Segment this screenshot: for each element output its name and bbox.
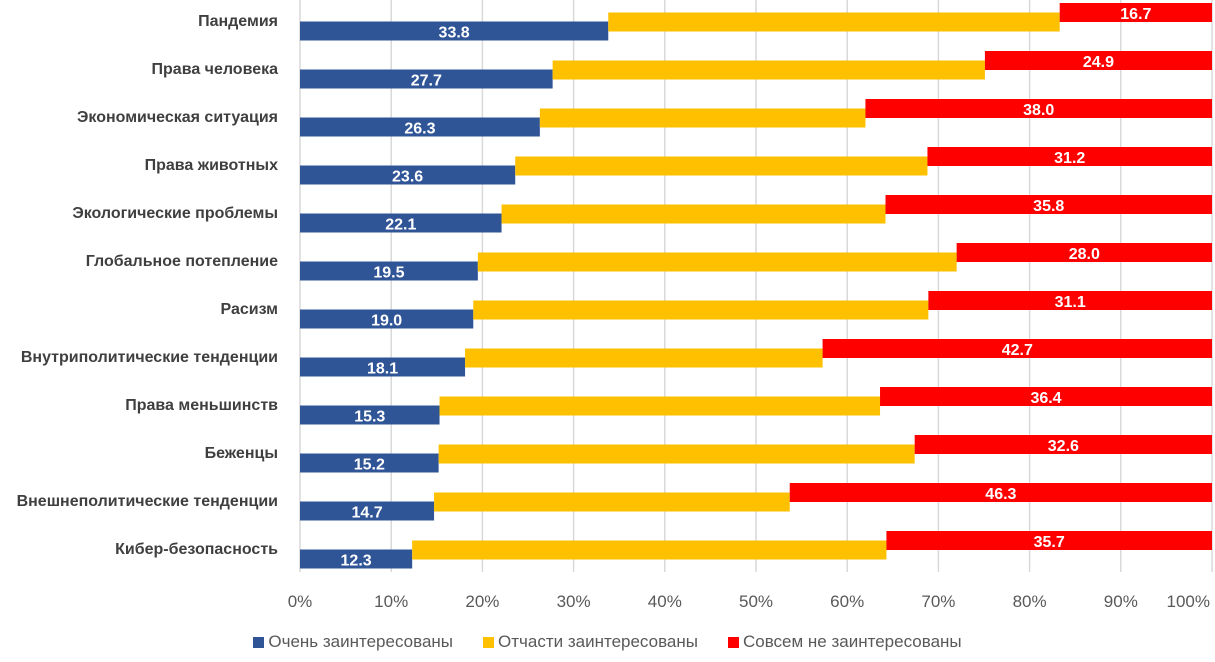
bar-segment	[300, 453, 439, 473]
bar-segment	[300, 69, 553, 89]
bar-segment	[300, 501, 435, 521]
legend: Очень заинтересованы Отчасти заинтересов…	[0, 632, 1215, 652]
bar-segment	[880, 387, 1212, 406]
data-label: 32.6	[1048, 438, 1079, 455]
bar-segment	[300, 309, 474, 329]
legend-label-partly-interested: Отчасти заинтересованы	[498, 632, 698, 651]
data-label: 31.2	[1054, 150, 1085, 167]
data-label: 35.8	[1033, 198, 1064, 215]
bar-segment	[477, 252, 957, 272]
bar-segment	[300, 213, 502, 233]
gridlines	[299, 0, 1213, 572]
data-label: 35.7	[1034, 534, 1065, 551]
bar-segment	[439, 396, 881, 416]
bar-segment	[300, 405, 440, 425]
bar-segment	[412, 540, 887, 560]
bar-segment	[886, 531, 1212, 550]
category-label: Права человека	[152, 61, 279, 78]
bar-segment	[885, 195, 1212, 214]
bar-segment	[300, 261, 478, 281]
bar-segment	[927, 147, 1212, 166]
data-label: 15.3	[354, 409, 385, 426]
x-tick-label: 50%	[739, 592, 773, 611]
bar-segment	[300, 165, 516, 185]
legend-swatch-partly-interested	[483, 636, 495, 648]
category-label: Беженцы	[205, 445, 278, 462]
x-tick-label: 10%	[374, 592, 408, 611]
x-tick-label: 90%	[1104, 592, 1138, 611]
x-axis-ticks: 0% 10% 20% 30% 40% 50% 60% 70% 80% 90% 100%	[288, 592, 1210, 611]
legend-swatch-very-interested	[253, 636, 265, 648]
data-label: 15.2	[354, 457, 385, 474]
category-label: Кибер-безопасность	[115, 541, 278, 558]
bar-segment	[300, 21, 609, 41]
data-label: 26.3	[404, 121, 435, 138]
x-tick-label: 40%	[648, 592, 682, 611]
x-tick-label: 70%	[921, 592, 955, 611]
value-labels: 33.8 16.7 27.7 24.9 26.3 38.0 23.6 31.2 22.1 35.8…	[341, 6, 1152, 570]
bar-segment	[822, 339, 1212, 358]
legend-swatch-not-interested	[727, 636, 739, 648]
bar-segment	[515, 156, 928, 176]
data-label: 16.7	[1120, 6, 1151, 23]
x-tick-label: 80%	[1013, 592, 1047, 611]
legend-item-not-interested: Совсем не заинтересованы	[727, 632, 962, 652]
x-tick-label: 30%	[557, 592, 591, 611]
category-label: Экологические проблемы	[72, 205, 278, 222]
category-label: Пандемия	[198, 13, 278, 30]
bar-segment	[789, 483, 1212, 502]
data-label: 18.1	[367, 361, 398, 378]
category-label: Внутриполитические тенденции	[21, 349, 278, 366]
data-label: 27.7	[411, 73, 442, 90]
data-label: 31.1	[1055, 294, 1086, 311]
bar-segment	[300, 549, 413, 569]
bar-segment	[465, 348, 823, 368]
bar-segment	[300, 357, 466, 377]
bar-segment	[984, 51, 1212, 70]
category-label: Внешнеполитические тенденции	[17, 493, 278, 510]
bar-segment	[473, 300, 929, 320]
data-label: 19.0	[371, 313, 402, 330]
data-label: 46.3	[985, 486, 1016, 503]
data-label: 36.4	[1030, 390, 1061, 407]
x-tick-label: 60%	[830, 592, 864, 611]
data-label: 22.1	[385, 217, 416, 234]
data-label: 14.7	[351, 505, 382, 522]
bar-segment	[438, 444, 915, 464]
category-label: Глобальное потепление	[86, 253, 278, 270]
bar-segment	[1059, 3, 1212, 22]
bar-segment	[552, 60, 985, 80]
bar-segment	[928, 291, 1212, 310]
legend-label-very-interested: Очень заинтересованы	[268, 632, 454, 651]
bar-segment	[914, 435, 1212, 454]
data-label: 28.0	[1069, 246, 1100, 263]
bar-segment	[539, 108, 866, 128]
legend-item-partly-interested: Отчасти заинтересованы	[483, 632, 698, 652]
stacked-bar-chart: Пандемия Права человека Экономическая ситу…	[17, 0, 1213, 611]
bar-segment	[608, 12, 1060, 32]
category-label: Права меньшинств	[125, 397, 278, 414]
legend-label-not-interested: Совсем не заинтересованы	[742, 632, 962, 651]
bars	[300, 3, 1212, 569]
bar-segment	[501, 204, 886, 224]
category-label: Экономическая ситуация	[77, 109, 278, 126]
data-label: 42.7	[1002, 342, 1033, 359]
category-label: Расизм	[221, 301, 278, 318]
legend-item-very-interested: Очень заинтересованы	[253, 632, 453, 652]
data-label: 33.8	[439, 25, 470, 42]
x-tick-label: 20%	[465, 592, 499, 611]
data-label: 24.9	[1083, 54, 1114, 71]
data-label: 23.6	[392, 169, 423, 186]
category-labels: Пандемия Права человека Экономическая ситу…	[17, 13, 279, 558]
data-label: 38.0	[1023, 102, 1054, 119]
bar-segment	[865, 99, 1212, 118]
data-label: 12.3	[341, 553, 372, 570]
category-label: Права животных	[145, 157, 278, 174]
x-tick-label: 100%	[1167, 592, 1210, 611]
bar-segment	[956, 243, 1212, 262]
data-label: 19.5	[373, 265, 404, 282]
x-tick-label: 0%	[288, 592, 313, 611]
bar-segment	[300, 117, 540, 137]
bar-segment	[434, 492, 790, 512]
